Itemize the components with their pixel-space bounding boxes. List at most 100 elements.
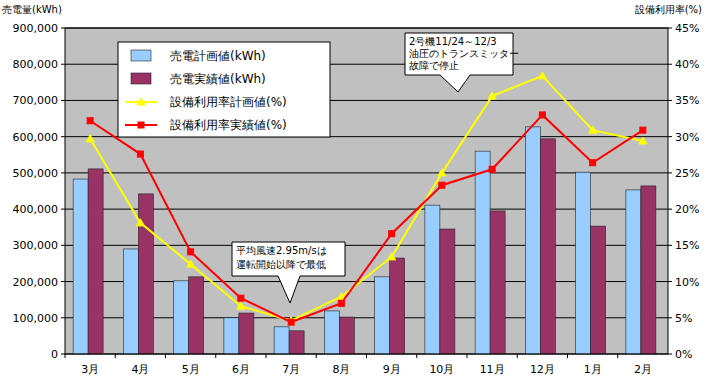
y-tick	[61, 136, 65, 137]
marker	[288, 319, 294, 325]
y-tick-label: 600,000	[13, 131, 59, 144]
x-tick-label: 3月	[81, 363, 99, 376]
bar	[324, 311, 339, 354]
y-tick-label: 100,000	[13, 312, 59, 325]
marker	[488, 92, 496, 99]
bar	[239, 313, 254, 354]
y2-tick	[668, 281, 672, 282]
y-tick-label: 700,000	[13, 94, 59, 107]
y-axis-title: 売電量(kWh)	[2, 4, 62, 15]
x-tick	[366, 354, 367, 358]
y2-tick-label: 25%	[675, 167, 699, 180]
line	[90, 115, 643, 322]
bar	[274, 327, 289, 354]
bar	[576, 172, 591, 354]
x-tick	[567, 354, 568, 358]
annotation: 2号機11/24～12/3油圧のトランスミッター故障で停止	[405, 33, 519, 92]
x-tick	[316, 354, 317, 358]
marker	[138, 122, 144, 128]
y-tick-label: 0	[51, 348, 58, 361]
x-tick	[165, 354, 166, 358]
x-tick	[266, 354, 267, 358]
marker	[639, 137, 647, 144]
marker	[188, 249, 194, 255]
marker	[136, 219, 144, 226]
x-tick-label: 11月	[480, 363, 505, 376]
bar	[591, 226, 606, 354]
y-tick-label: 800,000	[13, 58, 59, 71]
bar	[475, 151, 490, 354]
x-tick-label: 8月	[332, 363, 350, 376]
y2-tick	[668, 245, 672, 246]
callout	[405, 33, 513, 92]
marker	[438, 169, 446, 176]
legend-label: 売電計画値(kWh)	[170, 49, 266, 63]
marker	[389, 231, 395, 237]
y2-tick	[668, 136, 672, 137]
x-tick-label: 6月	[232, 363, 250, 376]
bar	[138, 194, 153, 354]
x-tick	[617, 354, 618, 358]
bar	[289, 331, 304, 354]
y2-tick	[668, 64, 672, 65]
annotation-text: 故障で停止	[409, 60, 459, 71]
y2-tick-label: 15%	[675, 239, 699, 252]
y-tick	[61, 317, 65, 318]
bar	[375, 277, 390, 354]
bar	[339, 317, 354, 354]
bar	[174, 281, 189, 354]
chart: 0100,000200,000300,000400,000500,000600,…	[0, 0, 705, 388]
marker	[137, 98, 145, 105]
x-tick-label: 4月	[131, 363, 149, 376]
annotation: 平均風速2.95m/sは運転開始以降で最低	[232, 242, 345, 303]
annotation-text: 運転開始以降で最低	[236, 259, 326, 270]
marker	[538, 72, 546, 79]
y-tick	[61, 354, 65, 355]
y2-tick	[668, 172, 672, 173]
x-tick-label: 12月	[530, 363, 555, 376]
y2-tick-label: 30%	[675, 131, 699, 144]
x-tick-label: 10月	[429, 363, 454, 376]
y2-tick	[668, 317, 672, 318]
marker	[439, 182, 445, 188]
legend-label: 設備利用率計画値(%)	[170, 95, 287, 109]
legend-label: 設備利用率実績値(%)	[170, 118, 287, 132]
marker	[238, 295, 244, 301]
bar	[641, 186, 656, 354]
marker	[539, 112, 545, 118]
x-tick-label: 7月	[282, 363, 300, 376]
y-tick-label: 900,000	[13, 22, 59, 35]
x-tick	[416, 354, 417, 358]
y2-tick-label: 45%	[675, 22, 699, 35]
y-tick-label: 300,000	[13, 239, 59, 252]
annotation-text: 油圧のトランスミッター	[409, 48, 519, 59]
x-tick	[65, 354, 66, 358]
y2-tick	[668, 209, 672, 210]
legend: 売電計画値(kWh)売電実績値(kWh)設備利用率計画値(%)設備利用率実績値(…	[118, 42, 330, 137]
x-tick	[215, 354, 216, 358]
plot-frame	[65, 28, 668, 354]
marker	[388, 253, 396, 260]
y2-tick	[668, 28, 672, 29]
y2-tick-label: 5%	[675, 312, 692, 325]
marker	[87, 118, 93, 124]
marker	[590, 160, 596, 166]
bar	[123, 249, 138, 354]
bar	[525, 127, 540, 354]
marker	[640, 127, 646, 133]
y-tick	[61, 209, 65, 210]
y-tick	[61, 172, 65, 173]
marker	[589, 126, 597, 133]
bar	[224, 318, 239, 354]
y2-tick-label: 40%	[675, 58, 699, 71]
x-tick-label: 9月	[383, 363, 401, 376]
y2-tick-label: 20%	[675, 203, 699, 216]
legend-swatch	[131, 50, 151, 61]
x-tick	[115, 354, 116, 358]
bar	[189, 277, 204, 354]
y2-axis-title: 設備利用率(%)	[635, 4, 702, 15]
bar	[88, 169, 103, 354]
bar	[490, 211, 505, 354]
y-tick	[61, 100, 65, 101]
marker	[489, 166, 495, 172]
